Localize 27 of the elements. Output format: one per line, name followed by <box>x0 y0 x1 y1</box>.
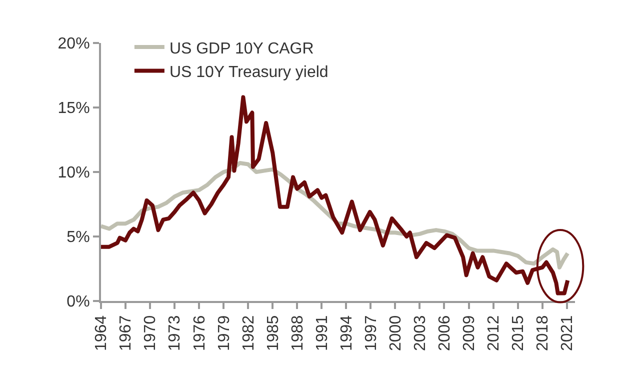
x-tick-label: 1973 <box>166 315 184 351</box>
x-tick-label: 1994 <box>338 315 356 351</box>
x-tick-label: 2015 <box>510 315 527 351</box>
x-tick-label: 2006 <box>436 315 454 351</box>
x-tick-label: 1985 <box>264 315 282 351</box>
x-tick-label: 2009 <box>460 315 478 351</box>
y-tick-label: 10% <box>58 164 90 182</box>
y-tick-label: 0% <box>66 294 90 311</box>
x-tick-label: 1964 <box>93 315 110 351</box>
x-tick-label: 1979 <box>216 315 233 351</box>
legend-label: US GDP 10Y CAGR <box>169 40 314 58</box>
x-tick-label: 2003 <box>412 315 429 351</box>
y-tick-label: 20% <box>58 36 90 53</box>
x-tick-label: 1970 <box>142 315 160 351</box>
x-tick-label: 1988 <box>289 315 306 351</box>
legend-label: US 10Y Treasury yield <box>169 64 328 82</box>
y-tick-label: 5% <box>66 229 90 246</box>
x-tick-label: 2012 <box>485 315 502 351</box>
y-tick-label: 15% <box>58 100 90 118</box>
x-tick-label: 1997 <box>362 315 380 351</box>
x-tick-label: 1967 <box>118 315 135 351</box>
x-tick-label: 2018 <box>534 315 552 351</box>
x-tick-label: 1991 <box>314 315 331 351</box>
x-tick-label: 1976 <box>191 315 208 351</box>
x-tick-label: 2000 <box>387 315 404 351</box>
x-tick-label: 1982 <box>240 315 258 351</box>
x-tick-label: 2021 <box>559 315 576 351</box>
